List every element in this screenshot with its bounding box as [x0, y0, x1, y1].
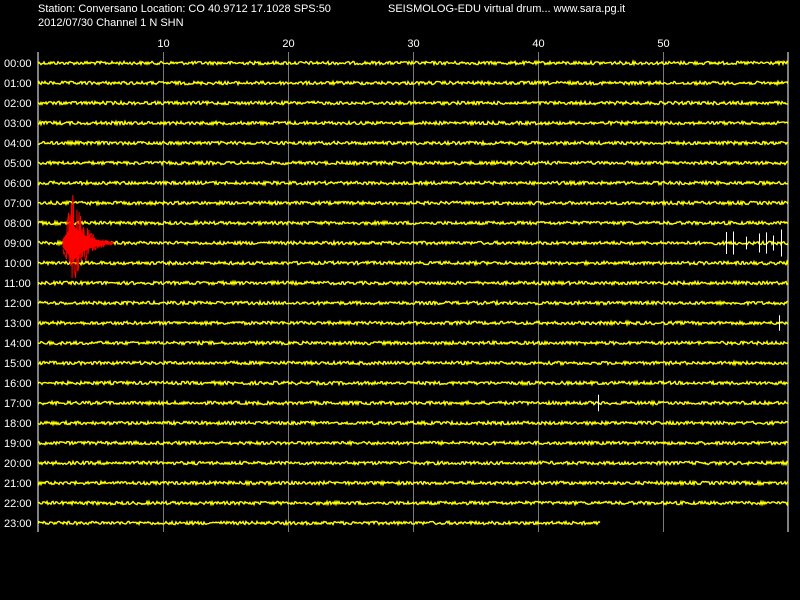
row-time-label: 11:00 [4, 278, 31, 290]
row-time-label: 02:00 [4, 98, 32, 110]
row-time-label: 20:00 [4, 458, 32, 470]
x-tick-label: 10 [157, 38, 169, 50]
trace-row [37, 459, 789, 467]
trace-row [37, 119, 789, 127]
row-time-label: 05:00 [4, 158, 32, 170]
row-time-label: 14:00 [4, 338, 32, 350]
row-time-label: 04:00 [4, 138, 32, 150]
station-info: Station: Conversano Location: CO 40.9712… [38, 3, 331, 15]
row-time-label: 23:00 [4, 518, 32, 530]
x-tick-label: 40 [532, 38, 544, 50]
date-channel-info: 2012/07/30 Channel 1 N SHN [38, 17, 184, 29]
trace-row [37, 79, 789, 87]
x-tick-label: 20 [282, 38, 294, 50]
trace-row [37, 339, 789, 347]
row-time-label: 19:00 [4, 438, 32, 450]
trace-row [37, 379, 789, 387]
trace-row [37, 259, 789, 267]
trace-row [37, 59, 789, 67]
trace-row [37, 199, 789, 207]
trace-row [37, 479, 789, 487]
trace-row [37, 159, 789, 167]
event-waveform-core [62, 225, 114, 261]
row-time-label: 03:00 [4, 118, 32, 130]
row-time-label: 21:00 [4, 478, 32, 490]
row-time-label: 15:00 [4, 358, 32, 370]
row-time-label: 16:00 [4, 378, 32, 390]
trace-row [37, 179, 789, 187]
row-time-label: 12:00 [4, 298, 32, 310]
row-time-label: 01:00 [4, 78, 32, 90]
row-time-label: 06:00 [4, 178, 32, 190]
trace-row [37, 299, 789, 307]
trace-row [37, 399, 789, 407]
trace-row [37, 419, 789, 427]
row-time-label: 17:00 [4, 398, 32, 410]
trace-row [37, 239, 789, 247]
x-tick-label: 30 [407, 38, 419, 50]
trace-row [37, 519, 601, 527]
row-time-label: 13:00 [4, 318, 32, 330]
trace-row [37, 99, 788, 107]
trace-row [37, 359, 789, 367]
trace-row [37, 219, 789, 227]
trace-row [37, 439, 789, 447]
row-time-label: 18:00 [4, 418, 32, 430]
row-time-label: 08:00 [4, 218, 32, 230]
trace-row [37, 499, 789, 507]
trace-row [37, 279, 789, 287]
brand-title: SEISMOLOG-EDU virtual drum... www.sara.p… [388, 3, 626, 15]
trace-row [37, 139, 789, 147]
row-time-label: 22:00 [4, 498, 32, 510]
row-time-label: 07:00 [4, 198, 32, 210]
trace-row [37, 319, 789, 327]
row-time-label: 10:00 [4, 258, 32, 270]
row-time-label: 09:00 [4, 238, 32, 250]
row-time-label: 00:00 [4, 58, 32, 70]
x-tick-label: 50 [657, 38, 669, 50]
